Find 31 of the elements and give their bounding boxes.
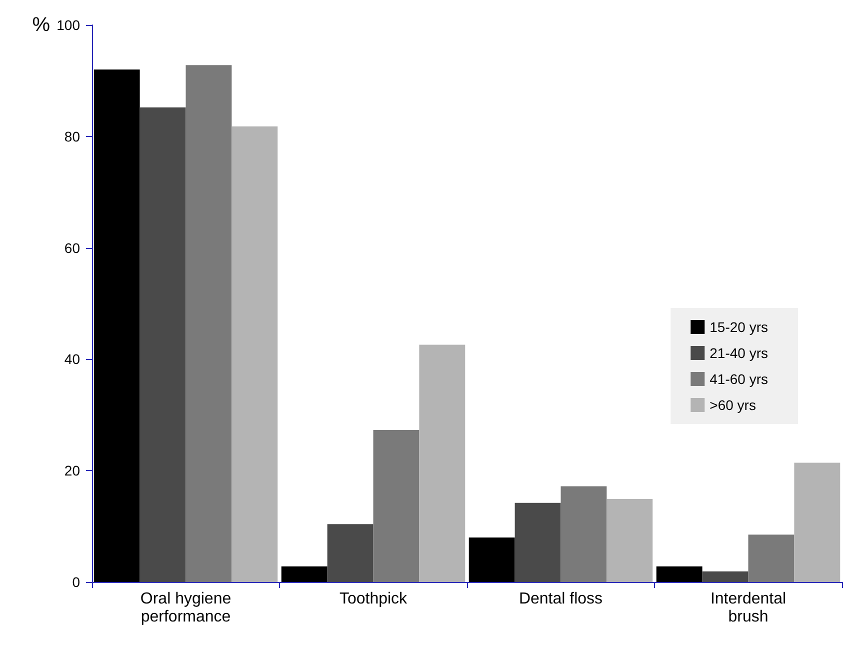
legend-label: 21-40 yrs: [710, 345, 768, 361]
bar: [606, 499, 653, 582]
legend-label: >60 yrs: [710, 397, 756, 413]
y-tick-label: 80: [64, 128, 80, 144]
x-tick-label: Dental floss: [518, 590, 603, 608]
y-axis-title: %: [32, 14, 50, 36]
bar: [327, 524, 374, 582]
bar: [514, 502, 561, 582]
bar: [468, 537, 515, 582]
x-tick-label: Oral hygiene performance: [140, 590, 232, 626]
bar: [281, 566, 328, 582]
bar: [94, 70, 140, 582]
bar: [419, 344, 466, 582]
legend-label: 15-20 yrs: [710, 319, 768, 335]
y-tick-label: 0: [72, 574, 80, 590]
y-tick-label: 20: [64, 462, 80, 479]
legend-label: 41-60 yrs: [710, 371, 768, 387]
y-tick-label: 60: [64, 240, 80, 256]
x-tick-label: Interdental brush: [710, 590, 786, 626]
bar: [373, 430, 420, 582]
bar: [656, 566, 702, 582]
bar: [140, 107, 186, 582]
bar: [232, 126, 278, 582]
bar: [560, 486, 607, 582]
bar: [748, 534, 794, 582]
y-tick-label: 100: [56, 17, 80, 33]
y-tick-label: 40: [64, 351, 80, 368]
bar: [186, 65, 232, 582]
x-tick-label: Toothpick: [339, 590, 408, 608]
bar: [702, 571, 748, 582]
bar: [794, 462, 840, 582]
